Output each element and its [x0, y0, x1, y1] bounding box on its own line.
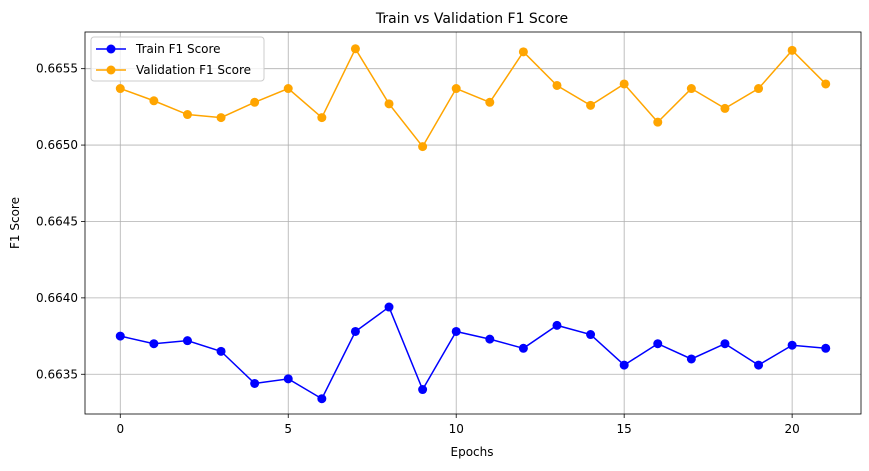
data-point: [485, 334, 495, 344]
data-point: [250, 97, 260, 107]
series-line: [120, 305, 826, 400]
legend-marker: [106, 44, 116, 54]
x-tick-label: 15: [617, 422, 632, 436]
data-point: [720, 339, 730, 349]
data-point: [182, 336, 192, 346]
legend: Train F1 Score Validation F1 Score: [90, 36, 265, 82]
chart-title: Train vs Validation F1 Score: [375, 11, 568, 27]
data-point: [418, 385, 428, 395]
x-axis-label: Epochs: [451, 445, 494, 459]
x-tick-label: 5: [284, 422, 292, 436]
data-point: [821, 79, 831, 89]
data-point: [418, 142, 428, 152]
data-point: [787, 340, 797, 350]
series-2: [115, 44, 831, 152]
data-point: [283, 84, 293, 94]
data-point: [552, 320, 562, 330]
x-axis: 0 5 10 15 20: [116, 414, 800, 436]
y-tick-label: 0.6655: [36, 62, 78, 76]
data-point: [149, 339, 159, 349]
data-point: [250, 378, 260, 388]
legend-label: Validation F1 Score: [136, 63, 251, 77]
y-tick-label: 0.6645: [36, 214, 78, 228]
y-tick-label: 0.6635: [36, 367, 78, 381]
data-point: [619, 360, 629, 370]
data-point: [384, 99, 394, 109]
legend-marker: [106, 65, 116, 75]
data-point: [754, 360, 764, 370]
data-point: [586, 100, 596, 110]
x-tick-label: 10: [449, 422, 464, 436]
legend-box: [90, 36, 265, 82]
series-layer: [115, 44, 831, 404]
plot-frame: [84, 31, 862, 415]
y-tick-label: 0.6640: [36, 291, 78, 305]
data-point: [619, 79, 629, 89]
x-tick-label: 20: [784, 422, 799, 436]
data-point: [518, 47, 528, 57]
data-point: [552, 80, 562, 90]
data-point: [216, 113, 226, 123]
data-point: [317, 394, 327, 404]
data-point: [653, 339, 663, 349]
data-point: [586, 330, 596, 340]
data-point: [182, 110, 192, 120]
data-point: [350, 44, 360, 54]
data-point: [216, 346, 226, 356]
y-axis-label: F1 Score: [8, 197, 22, 249]
data-point: [754, 84, 764, 94]
data-point: [283, 374, 293, 384]
series-1: [115, 302, 831, 404]
data-point: [720, 103, 730, 113]
data-point: [686, 84, 696, 94]
data-point: [384, 302, 394, 312]
x-tick-label: 0: [116, 422, 124, 436]
data-point: [149, 96, 159, 106]
data-point: [317, 113, 327, 123]
data-point: [518, 343, 528, 353]
data-point: [653, 117, 663, 127]
data-point: [485, 97, 495, 107]
data-point: [115, 331, 125, 341]
data-point: [451, 84, 461, 94]
y-axis: 0.6635 0.6640 0.6645 0.6650 0.6655: [36, 62, 85, 381]
data-point: [821, 343, 831, 353]
data-point: [451, 326, 461, 336]
legend-label: Train F1 Score: [135, 42, 221, 56]
grid: [85, 32, 861, 414]
data-point: [115, 84, 125, 94]
data-point: [350, 326, 360, 336]
series-line: [120, 47, 827, 148]
data-point: [686, 354, 696, 364]
data-point: [787, 45, 797, 55]
y-tick-label: 0.6650: [36, 138, 78, 152]
